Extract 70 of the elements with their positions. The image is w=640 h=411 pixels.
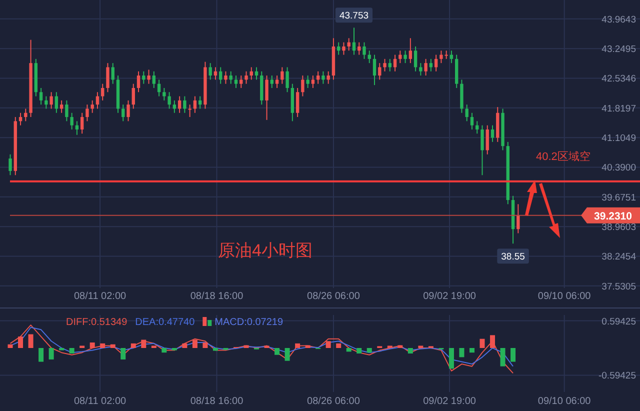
bar bbox=[500, 348, 506, 366]
y-tick-label: 41.1049 bbox=[602, 133, 636, 144]
y-tick-label: 38.2454 bbox=[602, 252, 636, 263]
series-label: DIFF:0.51349 bbox=[66, 317, 128, 328]
bar bbox=[346, 348, 352, 352]
bar bbox=[141, 340, 146, 348]
y-tick-label: 40.3900 bbox=[602, 162, 636, 174]
bar bbox=[490, 335, 496, 348]
x-tick-label: 08/11 02:00 bbox=[74, 291, 127, 302]
bar bbox=[120, 348, 126, 360]
annotation: 43.753 bbox=[335, 8, 373, 23]
bar bbox=[38, 348, 44, 362]
bar bbox=[448, 348, 454, 369]
bar bbox=[459, 348, 464, 358]
bar bbox=[244, 345, 249, 348]
bar bbox=[480, 338, 485, 348]
bar bbox=[192, 340, 198, 348]
bar bbox=[356, 348, 362, 354]
bar bbox=[110, 344, 116, 348]
bar bbox=[284, 348, 290, 361]
legend-label: MACD:0.07219 bbox=[214, 317, 284, 328]
bar bbox=[212, 348, 218, 351]
ref-line-label: 39.2310 bbox=[594, 210, 632, 222]
bar bbox=[90, 342, 95, 348]
bar bbox=[408, 348, 413, 354]
bar bbox=[18, 336, 24, 348]
y-tick-label: 43.2495 bbox=[602, 44, 636, 56]
line-series bbox=[10, 326, 514, 367]
annotation: 原油4小时图 bbox=[218, 241, 312, 260]
y-tick-label: 41.8197 bbox=[602, 103, 636, 114]
x-tick-label: 09/10 06:00 bbox=[538, 291, 592, 302]
x-tick-label: 08/18 16:00 bbox=[190, 396, 244, 407]
bar bbox=[366, 348, 372, 353]
bar bbox=[100, 343, 106, 348]
ref-line: 39.2310 bbox=[10, 207, 640, 224]
x-tick-label: 08/11 02:00 bbox=[74, 396, 127, 407]
bar bbox=[274, 348, 280, 355]
x-tick-label: 09/02 19:00 bbox=[423, 396, 476, 407]
line-series bbox=[10, 324, 514, 374]
bar bbox=[469, 348, 474, 353]
x-tick-label: 09/10 06:00 bbox=[538, 396, 592, 407]
bar bbox=[295, 343, 300, 348]
bar bbox=[48, 348, 54, 360]
annotation: 43.753 bbox=[339, 10, 369, 22]
y-tick-label: 42.5346 bbox=[602, 74, 636, 85]
bar bbox=[182, 343, 188, 348]
y-tick-label: 39.6751 bbox=[602, 192, 636, 204]
bar bbox=[336, 343, 342, 348]
bar bbox=[162, 348, 167, 353]
bar bbox=[130, 343, 136, 348]
bar bbox=[510, 348, 516, 362]
x-tick-label: 08/18 16:00 bbox=[190, 291, 244, 302]
x-tick-label: 08/26 06:00 bbox=[307, 396, 360, 407]
x-tick-label: 08/26 06:00 bbox=[307, 291, 360, 302]
y-tick-label: 38.9603 bbox=[602, 222, 636, 234]
annotation: 38.55 bbox=[501, 252, 525, 263]
bar bbox=[28, 334, 34, 348]
annotation: 40.2区域空 bbox=[536, 151, 590, 163]
bar bbox=[202, 342, 208, 348]
bar bbox=[69, 348, 74, 354]
series-label: DEA:0.47740 bbox=[135, 317, 196, 328]
bar bbox=[398, 345, 403, 348]
bar bbox=[326, 341, 331, 348]
y-tick-label: 0.59425 bbox=[602, 316, 636, 328]
y-tick-label: 43.9643 bbox=[602, 14, 636, 26]
y-tick-label: -0.59425 bbox=[598, 370, 636, 382]
annotation: 38.55 bbox=[497, 248, 529, 264]
y-tick-label: 37.5305 bbox=[602, 281, 636, 292]
x-tick-label: 09/02 19:00 bbox=[423, 291, 476, 302]
bar bbox=[305, 345, 310, 348]
